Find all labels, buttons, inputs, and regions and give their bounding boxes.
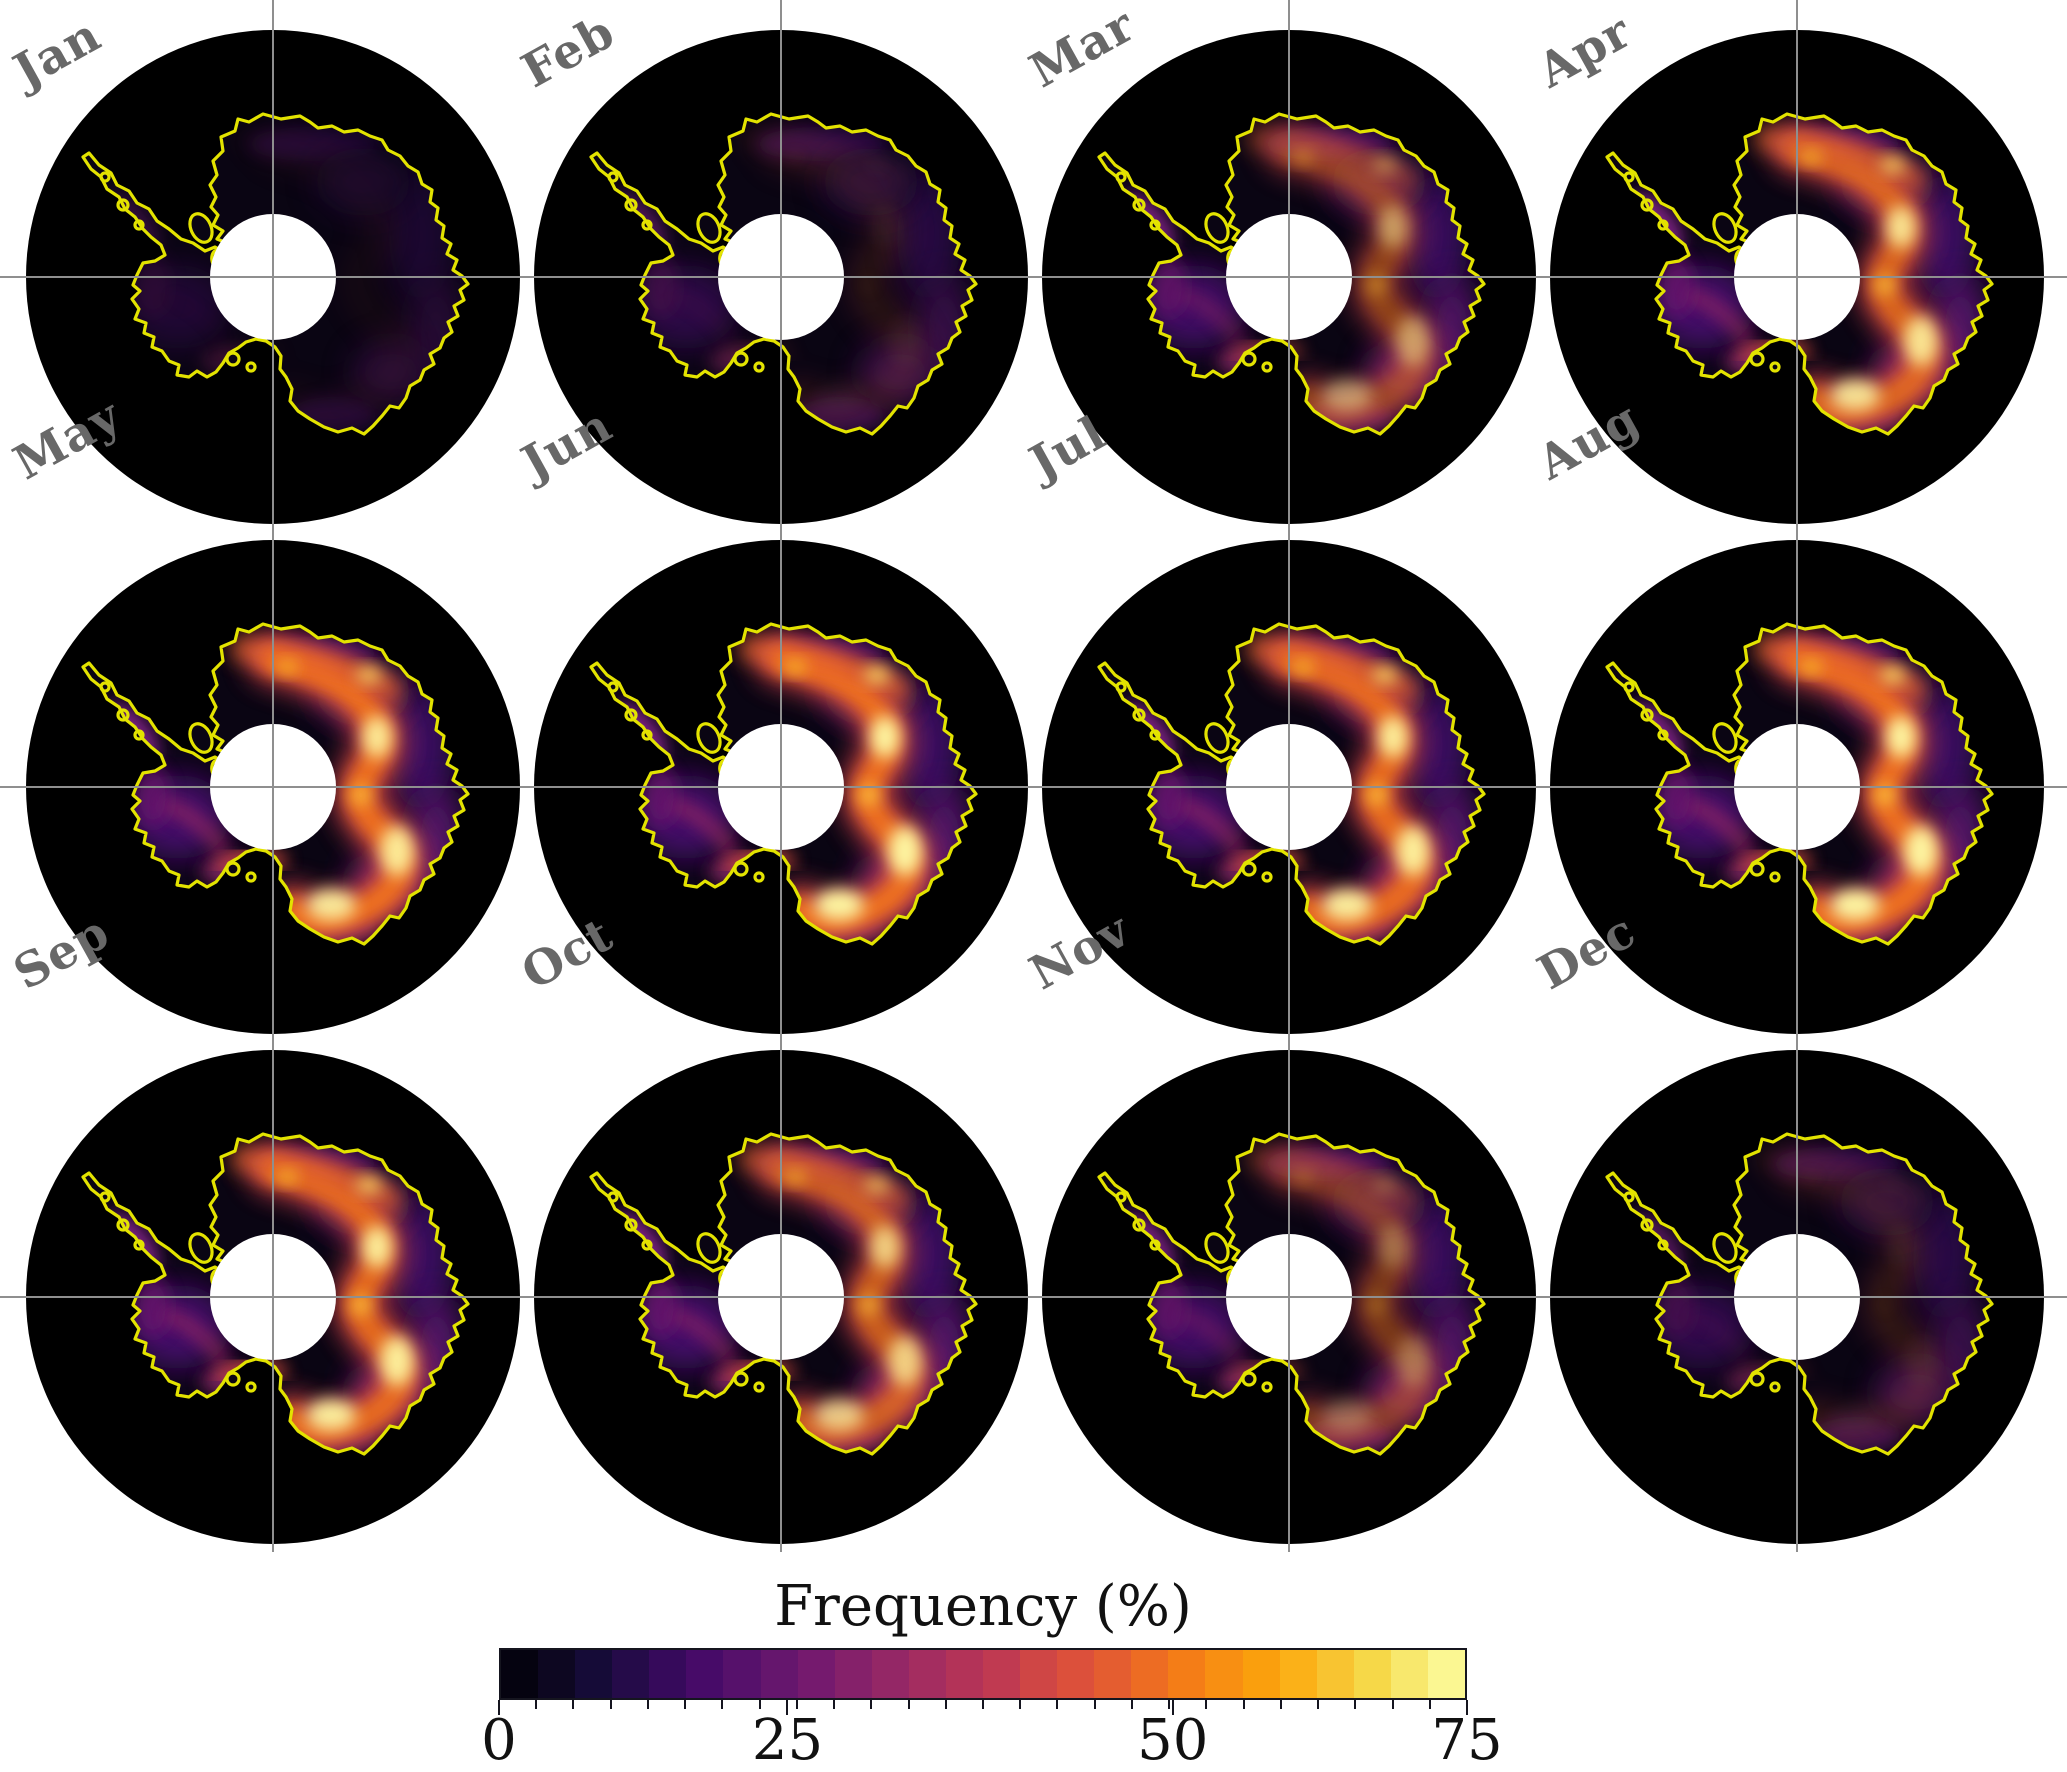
colorbar-minor-tick [1391, 1700, 1394, 1709]
colorbar-minor-tick [944, 1700, 947, 1709]
gridline-horizontal-row3 [0, 1296, 2067, 1298]
colorbar-segment [834, 1650, 872, 1698]
colorbar-tick-label: 50 [1137, 1708, 1209, 1772]
colorbar-minor-tick [684, 1700, 687, 1709]
colorbar-minor-tick [1093, 1700, 1096, 1709]
colorbar-segments [501, 1650, 1466, 1698]
colorbar-minor-tick [1130, 1700, 1133, 1709]
colorbar-minor-tick [572, 1700, 575, 1709]
colorbar-segment [1242, 1650, 1280, 1698]
colorbar-tickmarks: 0 25 50 75 [481, 1700, 1503, 1772]
gridline-vertical-col3 [1288, 0, 1290, 1552]
colorbar-segment [1020, 1650, 1058, 1698]
colorbar-tick-label: 75 [1431, 1708, 1503, 1772]
colorbar-minor-tick [609, 1700, 612, 1709]
colorbar-segment [1353, 1650, 1391, 1698]
colorbar-minor-tick [1019, 1700, 1022, 1709]
colorbar-minor-tick [795, 1700, 798, 1709]
colorbar-minor-tick [1056, 1700, 1059, 1709]
colorbar-segment [797, 1650, 835, 1698]
colorbar-segment [1390, 1650, 1428, 1698]
colorbar-segment [538, 1650, 576, 1698]
colorbar-segment [1316, 1650, 1354, 1698]
colorbar-major-tick [498, 1700, 500, 1715]
colorbar-minor-tick [1354, 1700, 1357, 1709]
colorbar-minor-tick [833, 1700, 836, 1709]
colorbar-segment [612, 1650, 650, 1698]
gridline-vertical-col4 [1796, 0, 1798, 1552]
colorbar-segment [760, 1650, 798, 1698]
colorbar-tick-label: 0 [481, 1708, 517, 1772]
colorbar-segment [501, 1650, 539, 1698]
colorbar-segment [1205, 1650, 1243, 1698]
gridline-horizontal-row1 [0, 276, 2067, 278]
colorbar-minor-tick [870, 1700, 873, 1709]
colorbar-segment [1094, 1650, 1132, 1698]
colorbar-minor-tick [982, 1700, 984, 1709]
colorbar-minor-tick [1168, 1700, 1171, 1709]
colorbar-segment [575, 1650, 613, 1698]
colorbar-minor-tick [535, 1700, 538, 1709]
colorbar-segment [1168, 1650, 1206, 1698]
colorbar-minor-tick [646, 1700, 649, 1709]
colorbar-segment [686, 1650, 724, 1698]
colorbar-minor-tick [1205, 1700, 1208, 1709]
colorbar-major-tick [1466, 1700, 1468, 1715]
gridline-vertical-col2 [780, 0, 782, 1552]
colorbar-segment [945, 1650, 984, 1698]
colorbar-minor-tick [907, 1700, 910, 1709]
gridline-horizontal-row2 [0, 786, 2067, 788]
colorbar-segment [871, 1650, 909, 1698]
colorbar-segment [1131, 1650, 1169, 1698]
gridline-vertical-col1 [272, 0, 274, 1552]
colorbar-minor-tick [1428, 1700, 1431, 1709]
colorbar-major-tick [1171, 1700, 1174, 1715]
colorbar-segment [1057, 1650, 1095, 1698]
colorbar-segment [983, 1650, 1021, 1698]
colorbar [499, 1648, 1467, 1700]
colorbar-tick-label: 25 [751, 1708, 824, 1772]
colorbar-major-tick [786, 1700, 789, 1715]
colorbar-segment [908, 1650, 946, 1698]
colorbar-segment [1279, 1650, 1317, 1698]
colorbar-minor-tick [1242, 1700, 1245, 1709]
colorbar-minor-tick [1317, 1700, 1320, 1709]
colorbar-minor-tick [1279, 1700, 1282, 1709]
colorbar-minor-tick [758, 1700, 761, 1709]
colorbar-minor-tick [721, 1700, 724, 1709]
colorbar-segment [1427, 1650, 1466, 1698]
colorbar-segment [649, 1650, 687, 1698]
colorbar-segment [723, 1650, 761, 1698]
colorbar-title: Frequency (%) [774, 1574, 1192, 1639]
